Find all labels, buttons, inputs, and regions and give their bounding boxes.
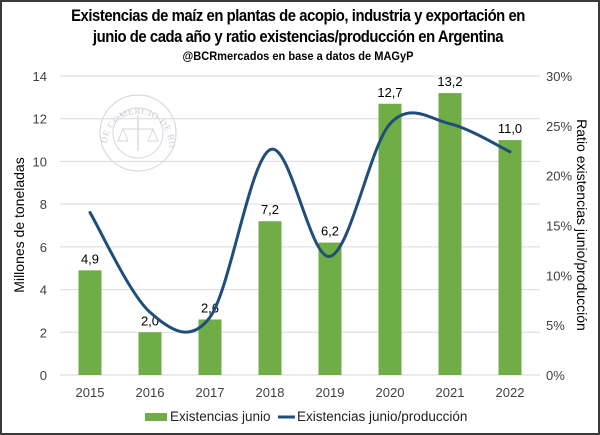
y2-tick-label: 5% — [546, 318, 565, 333]
y-tick-label: 6 — [40, 240, 47, 255]
y-axis-ticks: 0 2 4 6 8 10 12 14 — [33, 69, 47, 383]
watermark-outer-ring — [99, 94, 177, 172]
x-axis-ticks: 2015 2016 2017 2018 2019 2020 2021 2022 — [76, 385, 525, 400]
x-tick-label: 2022 — [496, 385, 525, 400]
y2-axis-ticks: 0% 5% 10% 15% 20% 25% 30% — [546, 69, 572, 383]
bar — [498, 140, 522, 375]
y2-tick-label: 20% — [546, 169, 572, 184]
chart-title: Existencias de maíz en plantas de acopio… — [30, 6, 566, 48]
x-tick-label: 2019 — [316, 385, 345, 400]
bar — [78, 270, 102, 375]
bar — [438, 93, 462, 375]
bar-data-label: 6,2 — [321, 224, 339, 239]
watermark-seal: BOLSA DE COMERCIO DE ROSARIO — [0, 0, 177, 172]
bar — [198, 319, 222, 375]
chart-title-line2: junio de cada año y ratio existencias/pr… — [92, 28, 504, 46]
y-tick-label: 0 — [40, 368, 47, 383]
bar — [318, 242, 342, 375]
chart-title-line1: Existencias de maíz en plantas de acopio… — [71, 7, 525, 25]
chart-subtitle: @BCRmercados en base a datos de MAGyP — [182, 49, 414, 63]
bar-data-label: 12,7 — [377, 85, 402, 100]
line-series — [88, 111, 512, 334]
watermark-scale-pans — [117, 127, 159, 142]
y-tick-label: 8 — [40, 197, 47, 212]
legend-swatch-bars — [145, 413, 167, 421]
y-tick-label: 10 — [33, 154, 47, 169]
bar — [258, 221, 282, 375]
watermark-text: BOLSA DE COMERCIO DE ROSARIO — [0, 0, 177, 148]
x-tick-label: 2017 — [196, 385, 225, 400]
y-axis-label: Millones de toneladas — [11, 157, 27, 292]
watermark-inner-ring — [112, 107, 164, 159]
x-tick-label: 2015 — [76, 385, 105, 400]
x-tick-label: 2021 — [436, 385, 465, 400]
y-tick-label: 4 — [40, 283, 47, 298]
x-tick-label: 2020 — [376, 385, 405, 400]
legend-label-line: Existencias junio/producción — [297, 409, 467, 424]
legend-label-bars: Existencias junio — [170, 409, 271, 424]
bar-data-label: 13,2 — [437, 74, 462, 89]
y-tick-label: 14 — [33, 69, 47, 84]
bar-data-label: 4,9 — [81, 251, 99, 266]
gridlines — [60, 75, 540, 376]
x-tick-label: 2018 — [256, 385, 285, 400]
bar-data-labels: 4,92,02,67,26,212,713,211,0 — [81, 74, 522, 328]
y2-tick-label: 10% — [546, 268, 572, 283]
bar-data-label: 7,2 — [261, 202, 279, 217]
bar-data-label: 11,0 — [498, 121, 522, 136]
bar-series — [78, 93, 522, 375]
y2-axis-label: Ratio existencias junio/producción — [574, 119, 590, 331]
bar — [138, 332, 162, 375]
y-tick-label: 2 — [40, 325, 47, 340]
x-tick-label: 2016 — [136, 385, 165, 400]
y2-tick-label: 0% — [546, 368, 565, 383]
y2-tick-label: 30% — [546, 69, 572, 84]
y-tick-label: 12 — [33, 112, 47, 127]
ratio-line — [88, 111, 512, 334]
y2-tick-label: 15% — [546, 219, 572, 234]
legend: Existencias junio Existencias junio/prod… — [145, 409, 467, 424]
bar — [378, 103, 402, 375]
bar-data-label: 2,0 — [141, 313, 159, 328]
y2-tick-label: 25% — [546, 119, 572, 134]
